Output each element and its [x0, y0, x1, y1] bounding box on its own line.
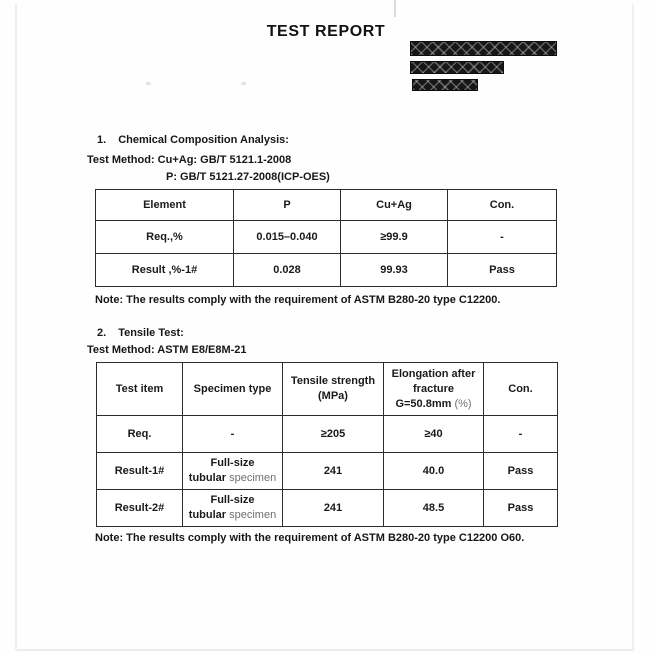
cell-result1-con: Pass — [483, 452, 558, 490]
section1-note: Note: The results comply with the requir… — [95, 294, 501, 306]
cell-result-cuag: 99.93 — [340, 253, 448, 287]
tensile-strength-line1: Tensile strength — [290, 375, 376, 387]
gauge-length: G=50.8mm — [395, 397, 452, 410]
cell-result2-specimen: Full-size tubular specimen — [182, 489, 283, 527]
table-header-row: Element P Cu+Ag Con. — [95, 189, 557, 221]
cell-req-label: Req.,% — [95, 220, 234, 254]
specimen-word-bold: tubular — [188, 509, 227, 521]
cell-result-p: 0.028 — [233, 253, 341, 287]
cell-result-con: Pass — [447, 253, 557, 287]
section2-title: Tensile Test: — [118, 327, 184, 339]
cell-req-specimen: - — [182, 415, 283, 453]
cell-result1-elongation: 40.0 — [383, 452, 484, 490]
specimen-line2: tubular specimen — [185, 471, 280, 486]
header-cell-test-item: Test item — [96, 362, 183, 416]
page-title: TEST REPORT — [266, 23, 386, 40]
section1-test-method-line1: Test Method: Cu+Ag: GB/T 5121.1-2008 — [87, 154, 292, 166]
table-row: Result-2# Full-size tubular specimen 241… — [96, 489, 558, 527]
cell-req-cuag: ≥99.9 — [340, 220, 448, 254]
page-edge-left — [15, 4, 17, 650]
scan-speck — [241, 82, 246, 85]
section2-test-method-line1: Test Method: ASTM E8/E8M-21 — [87, 344, 247, 356]
cell-result-label: Result ,%-1# — [95, 253, 234, 287]
elongation-line1: Elongation after — [391, 367, 476, 380]
cell-req-p: 0.015–0.040 — [233, 220, 341, 254]
cell-result2-item: Result-2# — [96, 489, 183, 527]
cell-result2-elongation: 48.5 — [383, 489, 484, 527]
header-cell-con: Con. — [447, 189, 557, 221]
section1-heading: 1. Chemical Composition Analysis: — [97, 134, 289, 146]
specimen-word-bold: tubular — [188, 472, 227, 484]
elongation-line3: G=50.8mm (%) — [386, 397, 481, 412]
specimen-word-light: specimen — [229, 509, 277, 521]
section1-number: 1. — [97, 134, 107, 146]
table-row: Result ,%-1# 0.028 99.93 Pass — [95, 253, 557, 287]
specimen-word-light: specimen — [229, 472, 277, 484]
header-cell-element: Element — [95, 189, 234, 221]
cell-result2-tensile: 241 — [282, 489, 384, 527]
header-cell-con: Con. — [483, 362, 558, 416]
cell-req-con: - — [447, 220, 557, 254]
cell-req-con: - — [483, 415, 558, 453]
percent-unit: (%) — [454, 397, 472, 410]
tensile-test-table: Test item Specimen type Tensile strength… — [96, 362, 558, 527]
scan-fold-mark — [394, 0, 396, 17]
cell-result1-specimen: Full-size tubular specimen — [182, 452, 283, 490]
specimen-line1: Full-size — [210, 494, 255, 506]
section1-title: Chemical Composition Analysis: — [118, 134, 289, 146]
elongation-line2: fracture — [413, 382, 454, 395]
header-cell-cuag: Cu+Ag — [340, 189, 448, 221]
table-header-row: Test item Specimen type Tensile strength… — [96, 362, 558, 416]
cell-req-tensile: ≥205 — [282, 415, 384, 453]
specimen-line1: Full-size — [210, 457, 255, 469]
cell-result2-con: Pass — [483, 489, 558, 527]
chemical-composition-table: Element P Cu+Ag Con. Req.,% 0.015–0.040 … — [95, 189, 557, 287]
cell-result1-tensile: 241 — [282, 452, 384, 490]
header-cell-p: P — [233, 189, 341, 221]
table-row: Req.,% 0.015–0.040 ≥99.9 - — [95, 220, 557, 254]
table-row: Result-1# Full-size tubular specimen 241… — [96, 452, 558, 490]
cell-req-item: Req. — [96, 415, 183, 453]
page-edge-right — [632, 4, 634, 650]
section2-heading: 2. Tensile Test: — [97, 327, 184, 339]
specimen-line2: tubular specimen — [185, 508, 280, 523]
header-cell-specimen-type: Specimen type — [182, 362, 283, 416]
section2-note: Note: The results comply with the requir… — [95, 532, 525, 544]
cell-req-elongation: ≥40 — [383, 415, 484, 453]
scan-speck — [146, 82, 151, 85]
redacted-bar-3 — [412, 79, 478, 91]
page-edge-bottom — [16, 649, 634, 651]
table-row: Req. - ≥205 ≥40 - — [96, 415, 558, 453]
header-cell-tensile-strength: Tensile strength (MPa) — [282, 362, 384, 416]
redacted-bar-1 — [410, 41, 557, 56]
header-cell-elongation: Elongation after fracture G=50.8mm (%) — [383, 362, 484, 416]
section2-number: 2. — [97, 327, 107, 339]
section1-test-method-line2: P: GB/T 5121.27-2008(ICP-OES) — [166, 171, 330, 183]
redacted-bar-2 — [410, 61, 504, 74]
tensile-strength-line2: (MPa) — [318, 390, 348, 402]
cell-result1-item: Result-1# — [96, 452, 183, 490]
